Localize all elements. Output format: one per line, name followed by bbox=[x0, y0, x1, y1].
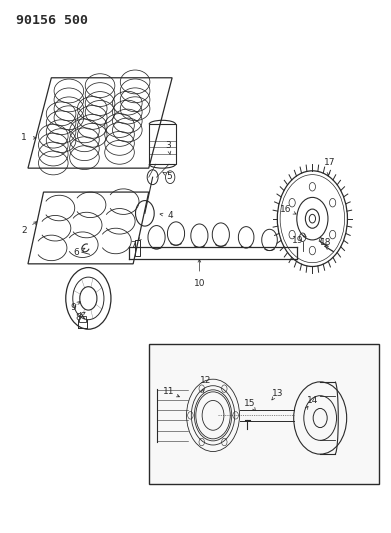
Text: 13: 13 bbox=[272, 389, 283, 398]
Text: 1: 1 bbox=[21, 133, 27, 142]
Text: 7: 7 bbox=[130, 241, 136, 250]
Text: 90156 500: 90156 500 bbox=[16, 14, 88, 27]
Text: 5: 5 bbox=[166, 172, 172, 181]
Text: 19: 19 bbox=[292, 237, 303, 246]
Bar bbox=[79, 316, 86, 322]
Text: 11: 11 bbox=[163, 387, 174, 396]
Bar bbox=[149, 124, 176, 164]
Text: 8: 8 bbox=[76, 312, 81, 321]
Text: 12: 12 bbox=[199, 376, 211, 385]
Text: 16: 16 bbox=[280, 205, 292, 214]
Text: 15: 15 bbox=[244, 399, 256, 408]
Text: 10: 10 bbox=[194, 279, 205, 288]
Bar bbox=[149, 344, 378, 484]
Text: 9: 9 bbox=[70, 303, 75, 312]
Text: 18: 18 bbox=[320, 238, 332, 247]
Text: 3: 3 bbox=[165, 141, 171, 150]
Text: 6: 6 bbox=[74, 248, 79, 257]
Text: 4: 4 bbox=[167, 212, 173, 221]
Text: 17: 17 bbox=[324, 158, 335, 167]
Bar bbox=[135, 240, 140, 256]
Text: 14: 14 bbox=[307, 396, 318, 405]
Text: 2: 2 bbox=[21, 226, 27, 235]
